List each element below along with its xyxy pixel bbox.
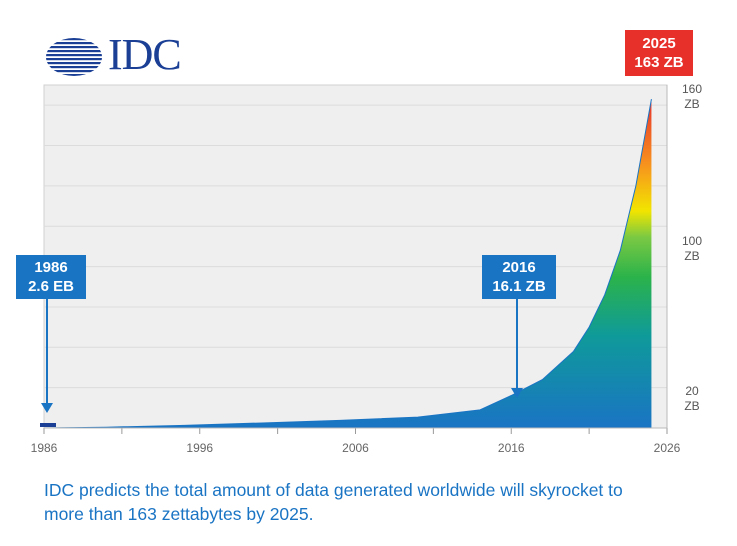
marker-1986 [40, 423, 56, 427]
y-tick-160-unit: ZB [684, 97, 700, 111]
callout-2025-year: 2025 [642, 35, 676, 52]
x-tick-label: 1986 [31, 441, 58, 455]
x-axis-ticks: 1986 1996 2006 2016 2026 [31, 428, 681, 455]
data-area [44, 99, 652, 428]
y-tick-20-unit: ZB [684, 399, 700, 413]
caption-text: IDC predicts the total amount of data ge… [44, 480, 623, 524]
callout-2025-value: 163 ZB [634, 54, 684, 71]
idc-logo-text: IDC [108, 30, 182, 79]
y-tick-100-number: 100 [681, 234, 703, 248]
y-tick-100-unit: ZB [684, 249, 700, 263]
callout-1986-year: 1986 [34, 259, 68, 276]
y-tick-label-160: 160 ZB [679, 82, 705, 112]
x-tick-label: 1996 [186, 441, 213, 455]
grid-lines [44, 104, 667, 389]
pointer-1986-arrow [41, 403, 53, 413]
callout-1986: 1986 2.6 EB [16, 255, 86, 299]
callout-2016-year: 2016 [502, 259, 536, 276]
idc-logo-globe-icon [46, 38, 102, 76]
callout-2016: 2016 16.1 ZB [482, 255, 556, 299]
data-area-edge [43, 99, 652, 429]
callout-2016-value: 16.1 ZB [492, 278, 546, 295]
callout-1986-value: 2.6 EB [28, 278, 74, 295]
x-tick-label: 2026 [654, 441, 681, 455]
pointer-2016-arrow [511, 388, 523, 398]
y-tick-label-20: 20 ZB [679, 384, 705, 414]
y-tick-20-number: 20 [685, 384, 699, 398]
y-tick-160-number: 160 [681, 82, 703, 96]
y-tick-label-100: 100 ZB [679, 234, 705, 264]
callout-2025: 2025 163 ZB [625, 30, 693, 76]
x-tick-label: 2016 [498, 441, 525, 455]
x-tick-label: 2006 [342, 441, 369, 455]
